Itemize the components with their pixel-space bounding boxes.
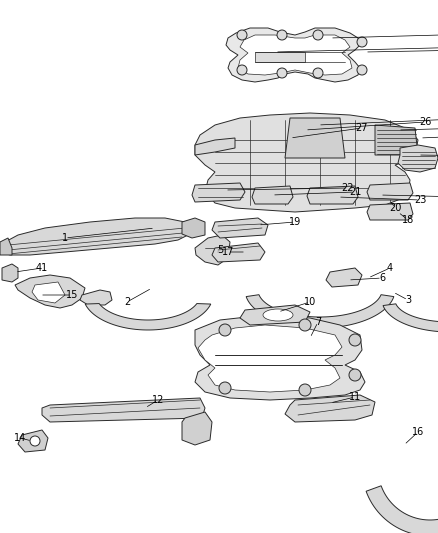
Text: 5: 5 [217,245,223,255]
Polygon shape [80,290,112,305]
Circle shape [277,30,287,40]
Ellipse shape [263,309,293,321]
Text: 11: 11 [349,392,361,402]
Circle shape [277,68,287,78]
Polygon shape [0,238,12,255]
Text: 26: 26 [419,117,431,127]
Text: 6: 6 [379,273,385,283]
Polygon shape [212,243,265,262]
Text: 20: 20 [389,203,401,213]
Text: 4: 4 [387,263,393,273]
Polygon shape [2,264,18,282]
Polygon shape [212,218,268,238]
Polygon shape [226,28,360,82]
Polygon shape [192,183,245,202]
Text: 12: 12 [152,395,164,405]
Text: 7: 7 [315,317,321,327]
Polygon shape [367,183,413,200]
Circle shape [313,30,323,40]
Polygon shape [0,218,192,255]
Polygon shape [238,35,352,75]
Circle shape [237,30,247,40]
Text: 16: 16 [412,427,424,437]
Text: 2: 2 [124,297,130,307]
Text: 3: 3 [405,295,411,305]
Polygon shape [32,282,65,303]
Polygon shape [375,125,418,155]
Polygon shape [18,430,48,452]
Text: 14: 14 [14,433,26,443]
Circle shape [237,65,247,75]
Text: 27: 27 [356,123,368,133]
Polygon shape [307,186,358,204]
Polygon shape [42,398,205,422]
Circle shape [357,37,367,47]
Circle shape [219,324,231,336]
Polygon shape [195,138,235,155]
Text: 18: 18 [402,215,414,225]
Circle shape [299,319,311,331]
Circle shape [313,68,323,78]
Polygon shape [240,305,310,325]
Text: 21: 21 [349,187,361,197]
Polygon shape [398,145,438,172]
Circle shape [299,384,311,396]
Text: 41: 41 [36,263,48,273]
Polygon shape [285,118,345,158]
Polygon shape [195,315,365,400]
Polygon shape [255,52,305,62]
Polygon shape [383,304,438,332]
Polygon shape [366,486,438,533]
Text: 22: 22 [342,183,354,193]
Polygon shape [85,304,211,330]
Text: 23: 23 [414,195,426,205]
Polygon shape [15,275,85,308]
Circle shape [349,334,361,346]
Text: 15: 15 [66,290,78,300]
Polygon shape [367,203,413,220]
Text: 10: 10 [304,297,316,307]
Polygon shape [195,113,418,212]
Polygon shape [198,325,342,392]
Polygon shape [285,395,375,422]
Text: 17: 17 [222,247,234,257]
Polygon shape [182,412,212,445]
Polygon shape [246,295,394,328]
Polygon shape [326,268,362,287]
Circle shape [357,65,367,75]
Text: 19: 19 [289,217,301,227]
Polygon shape [182,218,205,238]
Circle shape [30,436,40,446]
Text: 1: 1 [62,233,68,243]
Circle shape [219,382,231,394]
Polygon shape [252,186,293,204]
Polygon shape [195,235,230,265]
Circle shape [349,369,361,381]
